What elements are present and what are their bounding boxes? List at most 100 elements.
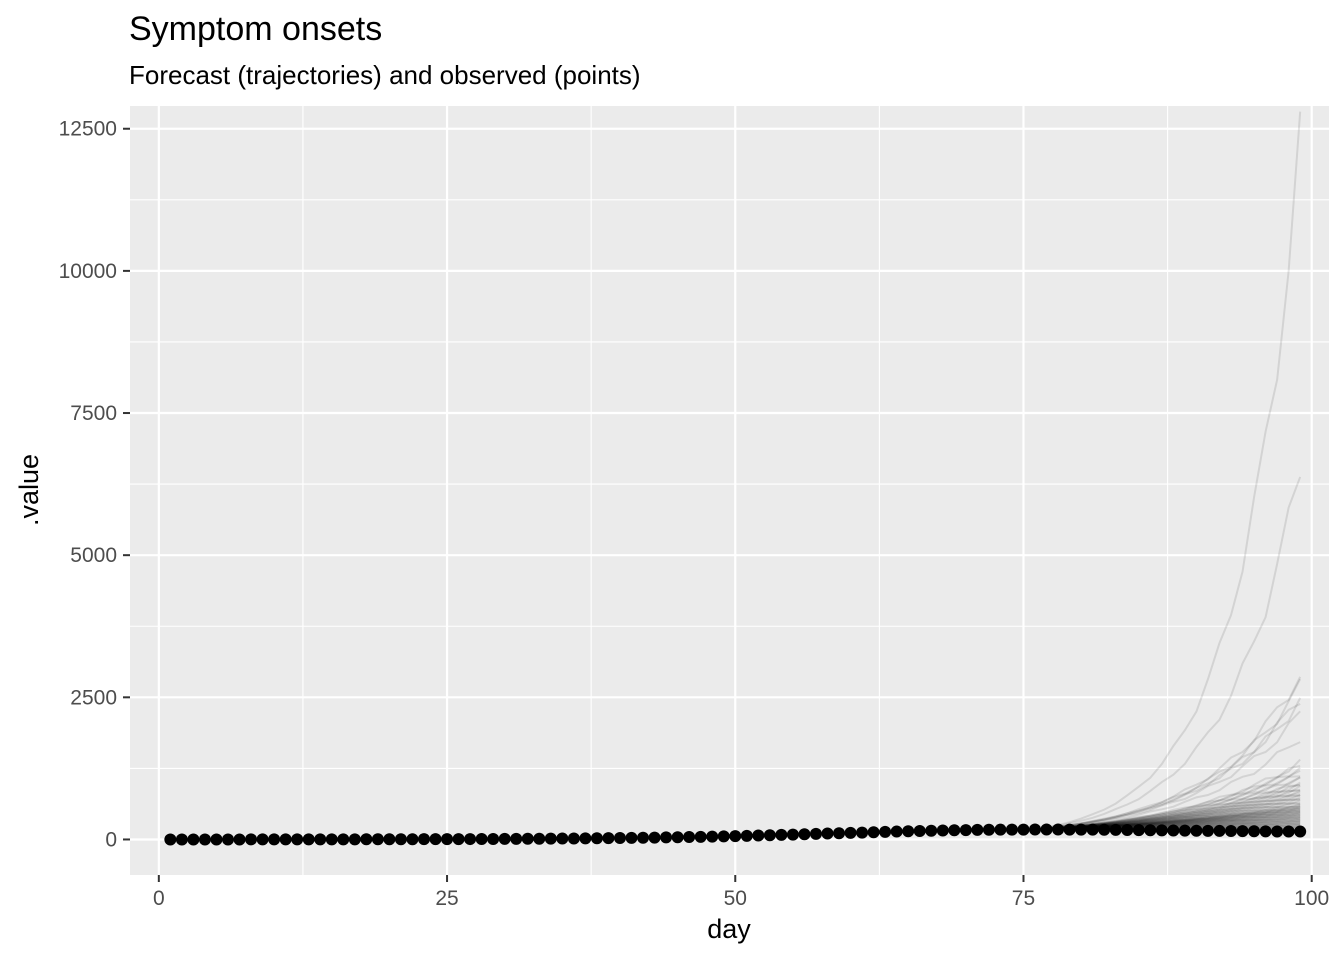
- observed-point: [637, 831, 650, 844]
- observed-point: [856, 826, 869, 839]
- observed-point: [763, 829, 776, 842]
- observed-point: [233, 833, 246, 846]
- observed-point: [1086, 823, 1099, 836]
- plot-panel: [130, 106, 1329, 875]
- observed-point: [510, 832, 523, 845]
- observed-point: [660, 831, 673, 844]
- observed-point: [717, 830, 730, 843]
- observed-point: [187, 833, 200, 846]
- observed-point: [487, 832, 500, 845]
- observed-point: [867, 826, 880, 839]
- observed-point: [740, 829, 753, 842]
- observed-point: [475, 833, 488, 846]
- observed-point: [844, 826, 857, 839]
- y-axis: 0 2500 5000 7500 10000 12500: [59, 118, 130, 851]
- observed-point: [1144, 824, 1157, 837]
- observed-point: [1190, 824, 1203, 837]
- x-tick-label: 75: [1012, 887, 1035, 910]
- forecast-trajectory: [1034, 676, 1302, 831]
- observed-point: [1121, 824, 1134, 837]
- observed-point: [902, 825, 915, 838]
- observed-point: [694, 830, 707, 843]
- observed-point: [798, 828, 811, 841]
- observed-point: [221, 833, 234, 846]
- observed-point: [417, 833, 430, 846]
- observed-point: [371, 833, 384, 846]
- observed-point: [348, 833, 361, 846]
- observed-point: [429, 833, 442, 846]
- observed-point: [406, 833, 419, 846]
- observed-point: [256, 833, 269, 846]
- observed-point: [441, 833, 454, 846]
- observed-point: [291, 833, 304, 846]
- observed-point: [533, 832, 546, 845]
- observed-point: [994, 823, 1007, 836]
- observed-point: [982, 823, 995, 836]
- observed-point: [544, 832, 557, 845]
- observed-point: [337, 833, 350, 846]
- observed-point: [394, 833, 407, 846]
- observed-point: [1063, 823, 1076, 836]
- observed-point: [1282, 825, 1295, 838]
- observed-point: [1294, 825, 1307, 838]
- observed-point: [913, 824, 926, 837]
- y-tick-label: 12500: [59, 118, 117, 141]
- observed-point: [1132, 824, 1145, 837]
- observed-point: [302, 833, 315, 846]
- observed-point: [936, 824, 949, 837]
- observed-point: [175, 833, 188, 846]
- observed-point: [1052, 823, 1065, 836]
- observed-point: [1259, 825, 1272, 838]
- y-tick-label: 0: [105, 828, 117, 851]
- y-tick-label: 7500: [70, 402, 117, 425]
- observed-point: [729, 830, 742, 843]
- observed-point: [706, 830, 719, 843]
- observed-point: [775, 828, 788, 841]
- observed-point: [268, 833, 281, 846]
- observed-point: [314, 833, 327, 846]
- observed-point: [464, 833, 477, 846]
- observed-point: [879, 825, 892, 838]
- x-tick-label: 50: [724, 887, 747, 910]
- observed-point: [279, 833, 292, 846]
- observed-point: [1005, 823, 1018, 836]
- minor-gridlines: [130, 106, 1329, 875]
- observed-point: [556, 832, 569, 845]
- observed-point: [809, 827, 822, 840]
- forecast-trajectory: [1034, 678, 1302, 831]
- observed-point: [452, 833, 465, 846]
- observed-point: [648, 831, 661, 844]
- observed-point: [1017, 823, 1030, 836]
- observed-point: [498, 832, 511, 845]
- observed-point: [198, 833, 211, 846]
- observed-point: [1225, 825, 1238, 838]
- observed-point: [821, 827, 834, 840]
- observed-point: [1213, 824, 1226, 837]
- observed-point: [1029, 823, 1042, 836]
- forecast-trajectory: [1034, 476, 1302, 831]
- x-axis: 0 25 50 75 100: [153, 875, 1329, 910]
- observed-point: [1040, 823, 1053, 836]
- observed-point: [613, 832, 626, 845]
- observed-point: [683, 831, 696, 844]
- chart-subtitle: Forecast (trajectories) and observed (po…: [129, 60, 641, 90]
- y-tick-label: 5000: [70, 544, 117, 567]
- observed-point: [890, 825, 903, 838]
- observed-point: [752, 829, 765, 842]
- observed-point: [1271, 825, 1284, 838]
- observed-point: [671, 831, 684, 844]
- observed-point: [245, 833, 258, 846]
- y-tick-label: 2500: [70, 686, 117, 709]
- observed-point: [521, 832, 534, 845]
- chart-title: Symptom onsets: [129, 10, 382, 48]
- observed-point: [833, 827, 846, 840]
- observed-point: [1155, 824, 1168, 837]
- observed-point: [786, 828, 799, 841]
- observed-point: [948, 824, 961, 837]
- observed-point: [360, 833, 373, 846]
- observed-point: [925, 824, 938, 837]
- y-tick-label: 10000: [59, 260, 117, 283]
- observed-point: [1178, 824, 1191, 837]
- observed-point: [210, 833, 223, 846]
